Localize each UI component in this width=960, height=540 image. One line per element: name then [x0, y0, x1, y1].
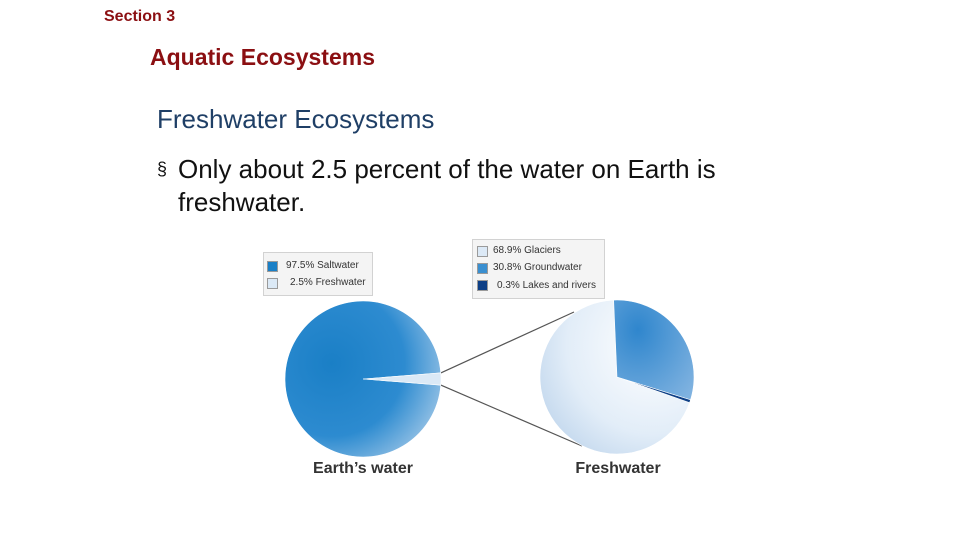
pie-connector-lines	[440, 311, 583, 447]
legend-label-glaciers: 68.9% Glaciers	[493, 245, 561, 256]
legend-label-saltwater: 97.5% Saltwater	[286, 260, 359, 271]
legend-swatch-groundwater	[477, 263, 488, 274]
bullet-icon: §	[157, 159, 168, 179]
slide-subtitle: Freshwater Ecosystems	[157, 104, 435, 134]
pie-caption-earths-water: Earth’s water	[313, 460, 413, 477]
connector-line-top	[440, 311, 575, 374]
pie-slice-freshwater	[362, 372, 442, 386]
legend-swatch-lakes-rivers	[477, 280, 488, 291]
pie-caption-freshwater: Freshwater	[575, 460, 660, 477]
pie-slice-saltwater	[284, 300, 442, 458]
connector-line-bottom	[440, 384, 583, 447]
legend-label-groundwater: 30.8% Groundwater	[493, 262, 582, 273]
legend-swatch-saltwater	[267, 261, 278, 272]
slide-title: Aquatic Ecosystems	[150, 44, 375, 70]
pie-freshwater	[539, 299, 695, 455]
legend-label-lakes-rivers: 0.3% Lakes and rivers	[497, 280, 596, 291]
legend-earths-water: 97.5% Saltwater 2.5% Freshwater	[263, 252, 373, 296]
pie-slice-glaciers	[539, 299, 690, 455]
legend-freshwater: 68.9% Glaciers 30.8% Groundwater 0.3% La…	[472, 239, 605, 299]
pie-earths-water	[284, 300, 442, 458]
bullet-point: § Only about 2.5 percent of the water on…	[157, 153, 797, 219]
section-label: Section 3	[104, 8, 176, 25]
pie-slice-groundwater	[613, 299, 695, 401]
legend-swatch-glaciers	[477, 246, 488, 257]
bullet-text: Only about 2.5 percent of the water on E…	[178, 154, 716, 217]
legend-label-freshwater: 2.5% Freshwater	[290, 277, 366, 288]
legend-swatch-freshwater	[267, 278, 278, 289]
